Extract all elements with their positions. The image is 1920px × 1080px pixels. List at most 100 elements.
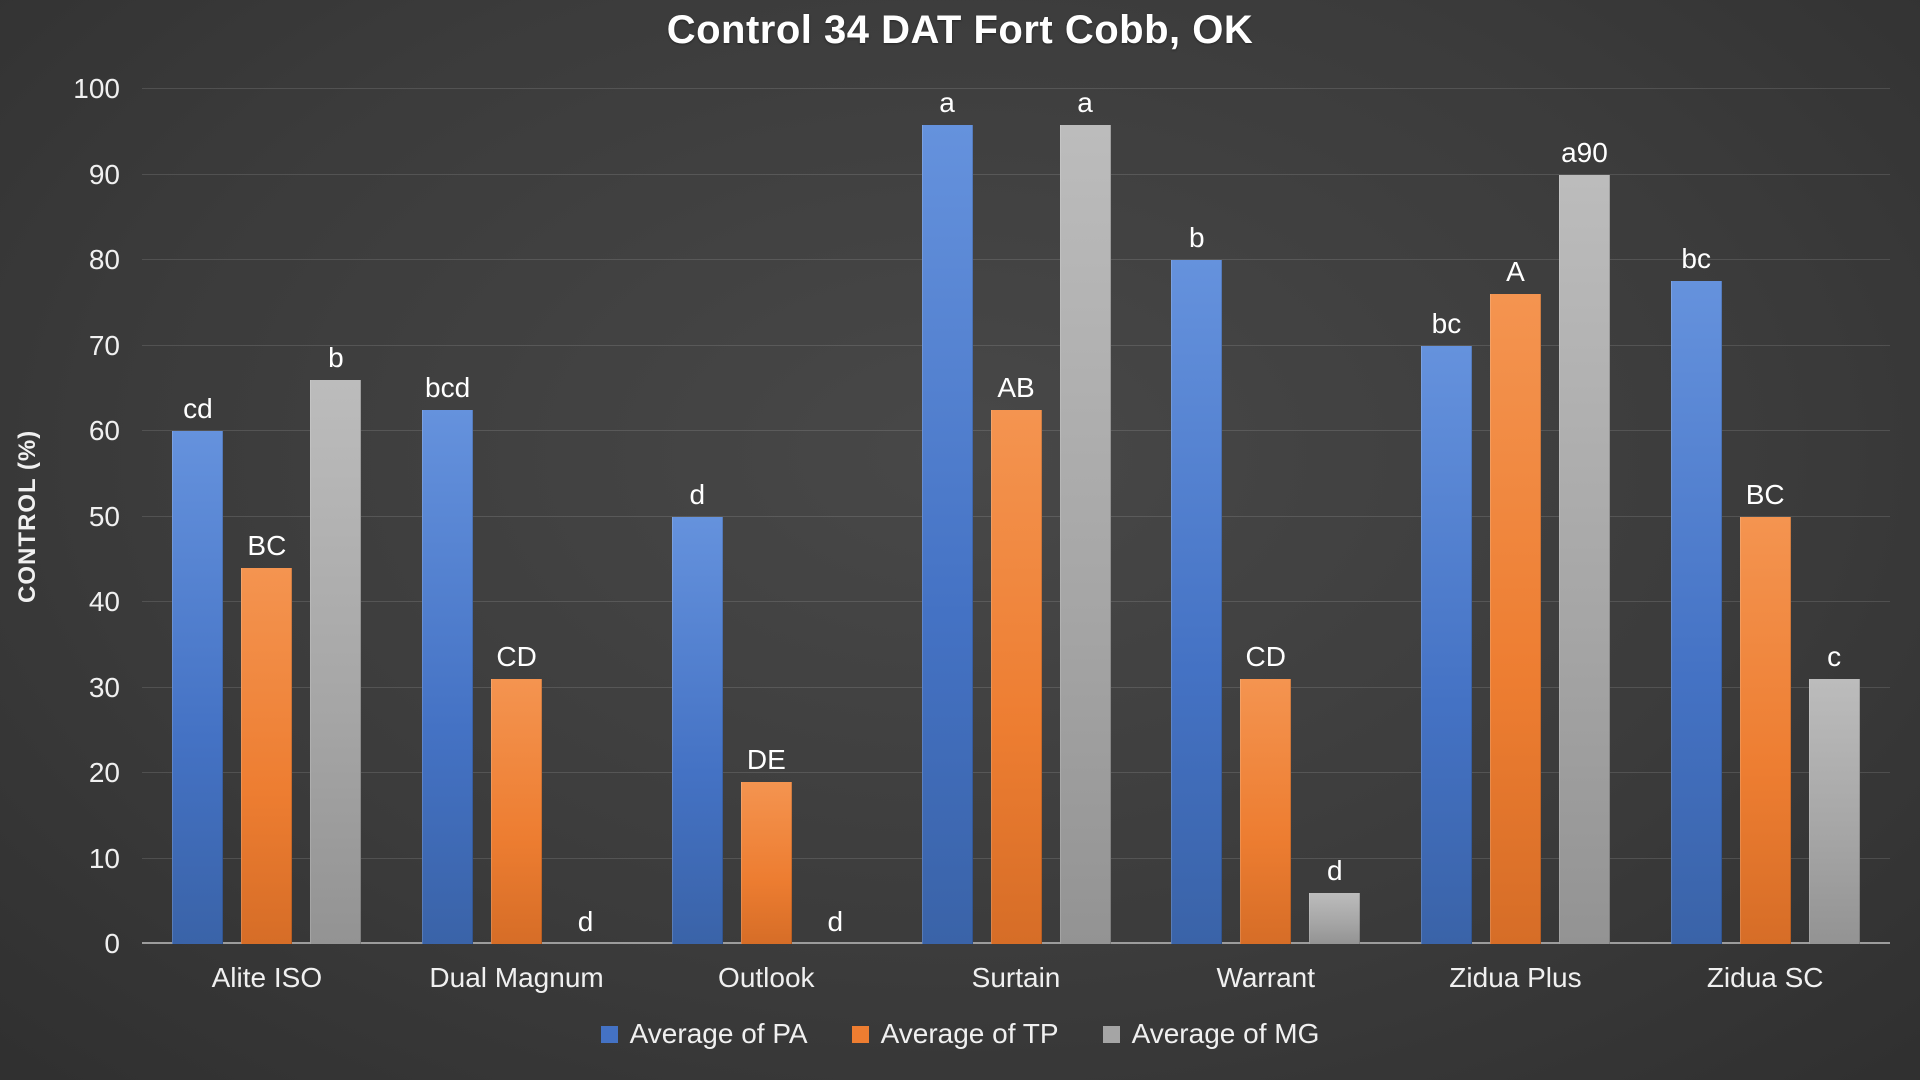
y-tick-label: 40 xyxy=(88,586,120,617)
legend-item: Average of TP xyxy=(851,1018,1059,1050)
y-tick-label: 50 xyxy=(88,500,120,532)
bar-column: cd xyxy=(172,89,224,944)
legend: Average of PA Average of TP Average of MG xyxy=(0,1018,1920,1050)
y-tick-label: 80 xyxy=(88,244,120,275)
legend-swatch-icon xyxy=(851,1025,869,1043)
bar-group-zidua-sc: bc BC c xyxy=(1640,89,1890,944)
bar-group-alite-iso: cd BC b xyxy=(142,89,392,944)
bar-column: BC xyxy=(1739,89,1791,944)
bar-data-label: a xyxy=(1077,87,1093,118)
x-axis-label: Zidua SC xyxy=(1706,962,1824,993)
bar-average-of-pa xyxy=(671,516,723,944)
bar-average-of-tp xyxy=(1739,516,1791,944)
bar-data-label: BC xyxy=(247,529,287,561)
y-tick-label: 0 xyxy=(104,928,120,959)
y-tick-label: 90 xyxy=(88,158,120,190)
bar-data-label: AB xyxy=(997,371,1035,403)
bar-average-of-pa xyxy=(1420,345,1472,944)
legend-swatch-icon xyxy=(600,1025,618,1043)
bar-data-label: a90 xyxy=(1561,136,1608,168)
legend-label: Average of MG xyxy=(1131,1018,1320,1049)
bar-column: CD xyxy=(491,89,543,944)
bar-data-label: bcd xyxy=(425,371,471,403)
bar-data-label: a xyxy=(939,87,955,118)
bar-column: bcd xyxy=(422,89,474,944)
bar-data-label: bc xyxy=(1431,307,1462,339)
plot-area: 0 10 20 30 40 50 60 70 80 90 100 cd BC b bcd CD d d DE d a AB… xyxy=(73,75,1890,958)
bar-column: d xyxy=(560,89,611,944)
chart-title: Control 34 DAT Fort Cobb, OK xyxy=(666,8,1254,52)
bar-column: c xyxy=(1808,89,1860,944)
x-axis-label: Outlook xyxy=(718,962,815,993)
bar-data-label: CD xyxy=(496,640,537,672)
y-tick-label: 10 xyxy=(88,842,120,874)
gridline xyxy=(142,88,1890,89)
bar-average-of-pa xyxy=(422,409,474,944)
bar-data-label: b xyxy=(328,341,344,373)
bar-data-label: d xyxy=(689,478,706,510)
bar-average-of-tp xyxy=(1489,294,1541,944)
y-tick-label: 100 xyxy=(73,73,120,104)
bar-data-label: d xyxy=(827,906,844,937)
bar-group-surtain: a AB a xyxy=(891,89,1141,944)
bar-column: bc xyxy=(1670,89,1722,944)
bar-column: b xyxy=(310,89,362,944)
bar-average-of-tp xyxy=(990,409,1042,944)
y-tick-label: 20 xyxy=(88,757,120,788)
x-axis-label: Warrant xyxy=(1216,962,1315,993)
bar-data-label: c xyxy=(1827,640,1842,672)
legend-item: Average of PA xyxy=(600,1018,808,1050)
bar-column: a90 xyxy=(1558,89,1610,944)
bar-column: d xyxy=(1309,89,1361,944)
bar-column: a xyxy=(921,87,973,944)
bar-group-dual-magnum: bcd CD d xyxy=(392,89,642,944)
bar-column: d xyxy=(810,89,861,944)
bar-column: A xyxy=(1489,89,1541,944)
bar-average-of-pa xyxy=(921,125,973,944)
bar-average-of-tp xyxy=(740,781,792,944)
y-tick-label: 70 xyxy=(88,329,120,361)
bar-average-of-mg xyxy=(1558,174,1610,944)
x-axis-label: Alite ISO xyxy=(211,962,323,993)
legend-item: Average of MG xyxy=(1102,1018,1320,1050)
bar-data-label: CD xyxy=(1245,640,1286,672)
bar-data-label: DE xyxy=(746,743,786,775)
bar-column: DE xyxy=(740,89,792,944)
gridline xyxy=(142,173,1890,175)
bar-average-of-mg xyxy=(1808,678,1860,944)
bar-group-warrant: b CD d xyxy=(1141,89,1391,944)
bar-data-label: cd xyxy=(183,393,213,424)
bar-group-outlook: d DE d xyxy=(641,89,891,944)
bar-average-of-mg xyxy=(1059,125,1111,944)
x-axis-label: Surtain xyxy=(971,962,1061,993)
bar-column: b xyxy=(1171,89,1223,944)
bar-data-label: b xyxy=(1188,222,1205,253)
y-tick-label: 30 xyxy=(88,671,120,703)
bar-column: CD xyxy=(1240,89,1292,944)
bar-data-label: BC xyxy=(1745,478,1785,510)
bar-average-of-tp xyxy=(241,567,293,944)
bar-average-of-pa xyxy=(1171,260,1223,944)
x-axis-label: Zidua Plus xyxy=(1449,962,1582,993)
bar-average-of-tp xyxy=(491,678,543,944)
legend-label: Average of PA xyxy=(629,1018,808,1049)
bar-data-label: d xyxy=(577,906,594,937)
bar-average-of-mg xyxy=(1309,892,1361,944)
bar-column: d xyxy=(671,89,723,944)
gridline xyxy=(142,344,1890,346)
legend-label: Average of TP xyxy=(880,1018,1059,1049)
bar-column: AB xyxy=(990,89,1042,944)
x-axis-label: Dual Magnum xyxy=(429,962,604,993)
bar-data-label: d xyxy=(1326,854,1343,886)
gridline xyxy=(142,259,1890,260)
bar-average-of-mg xyxy=(310,379,362,944)
bar-average-of-pa xyxy=(172,431,224,944)
x-axis-labels: Alite ISO Dual Magnum Outlook Surtain Warran… xyxy=(142,962,1890,994)
bar-column: a xyxy=(1059,87,1111,944)
bar-data-label: A xyxy=(1506,256,1525,288)
bar-column: BC xyxy=(241,89,293,944)
y-tick-label: 60 xyxy=(88,415,120,446)
bar-average-of-tp xyxy=(1240,678,1292,944)
